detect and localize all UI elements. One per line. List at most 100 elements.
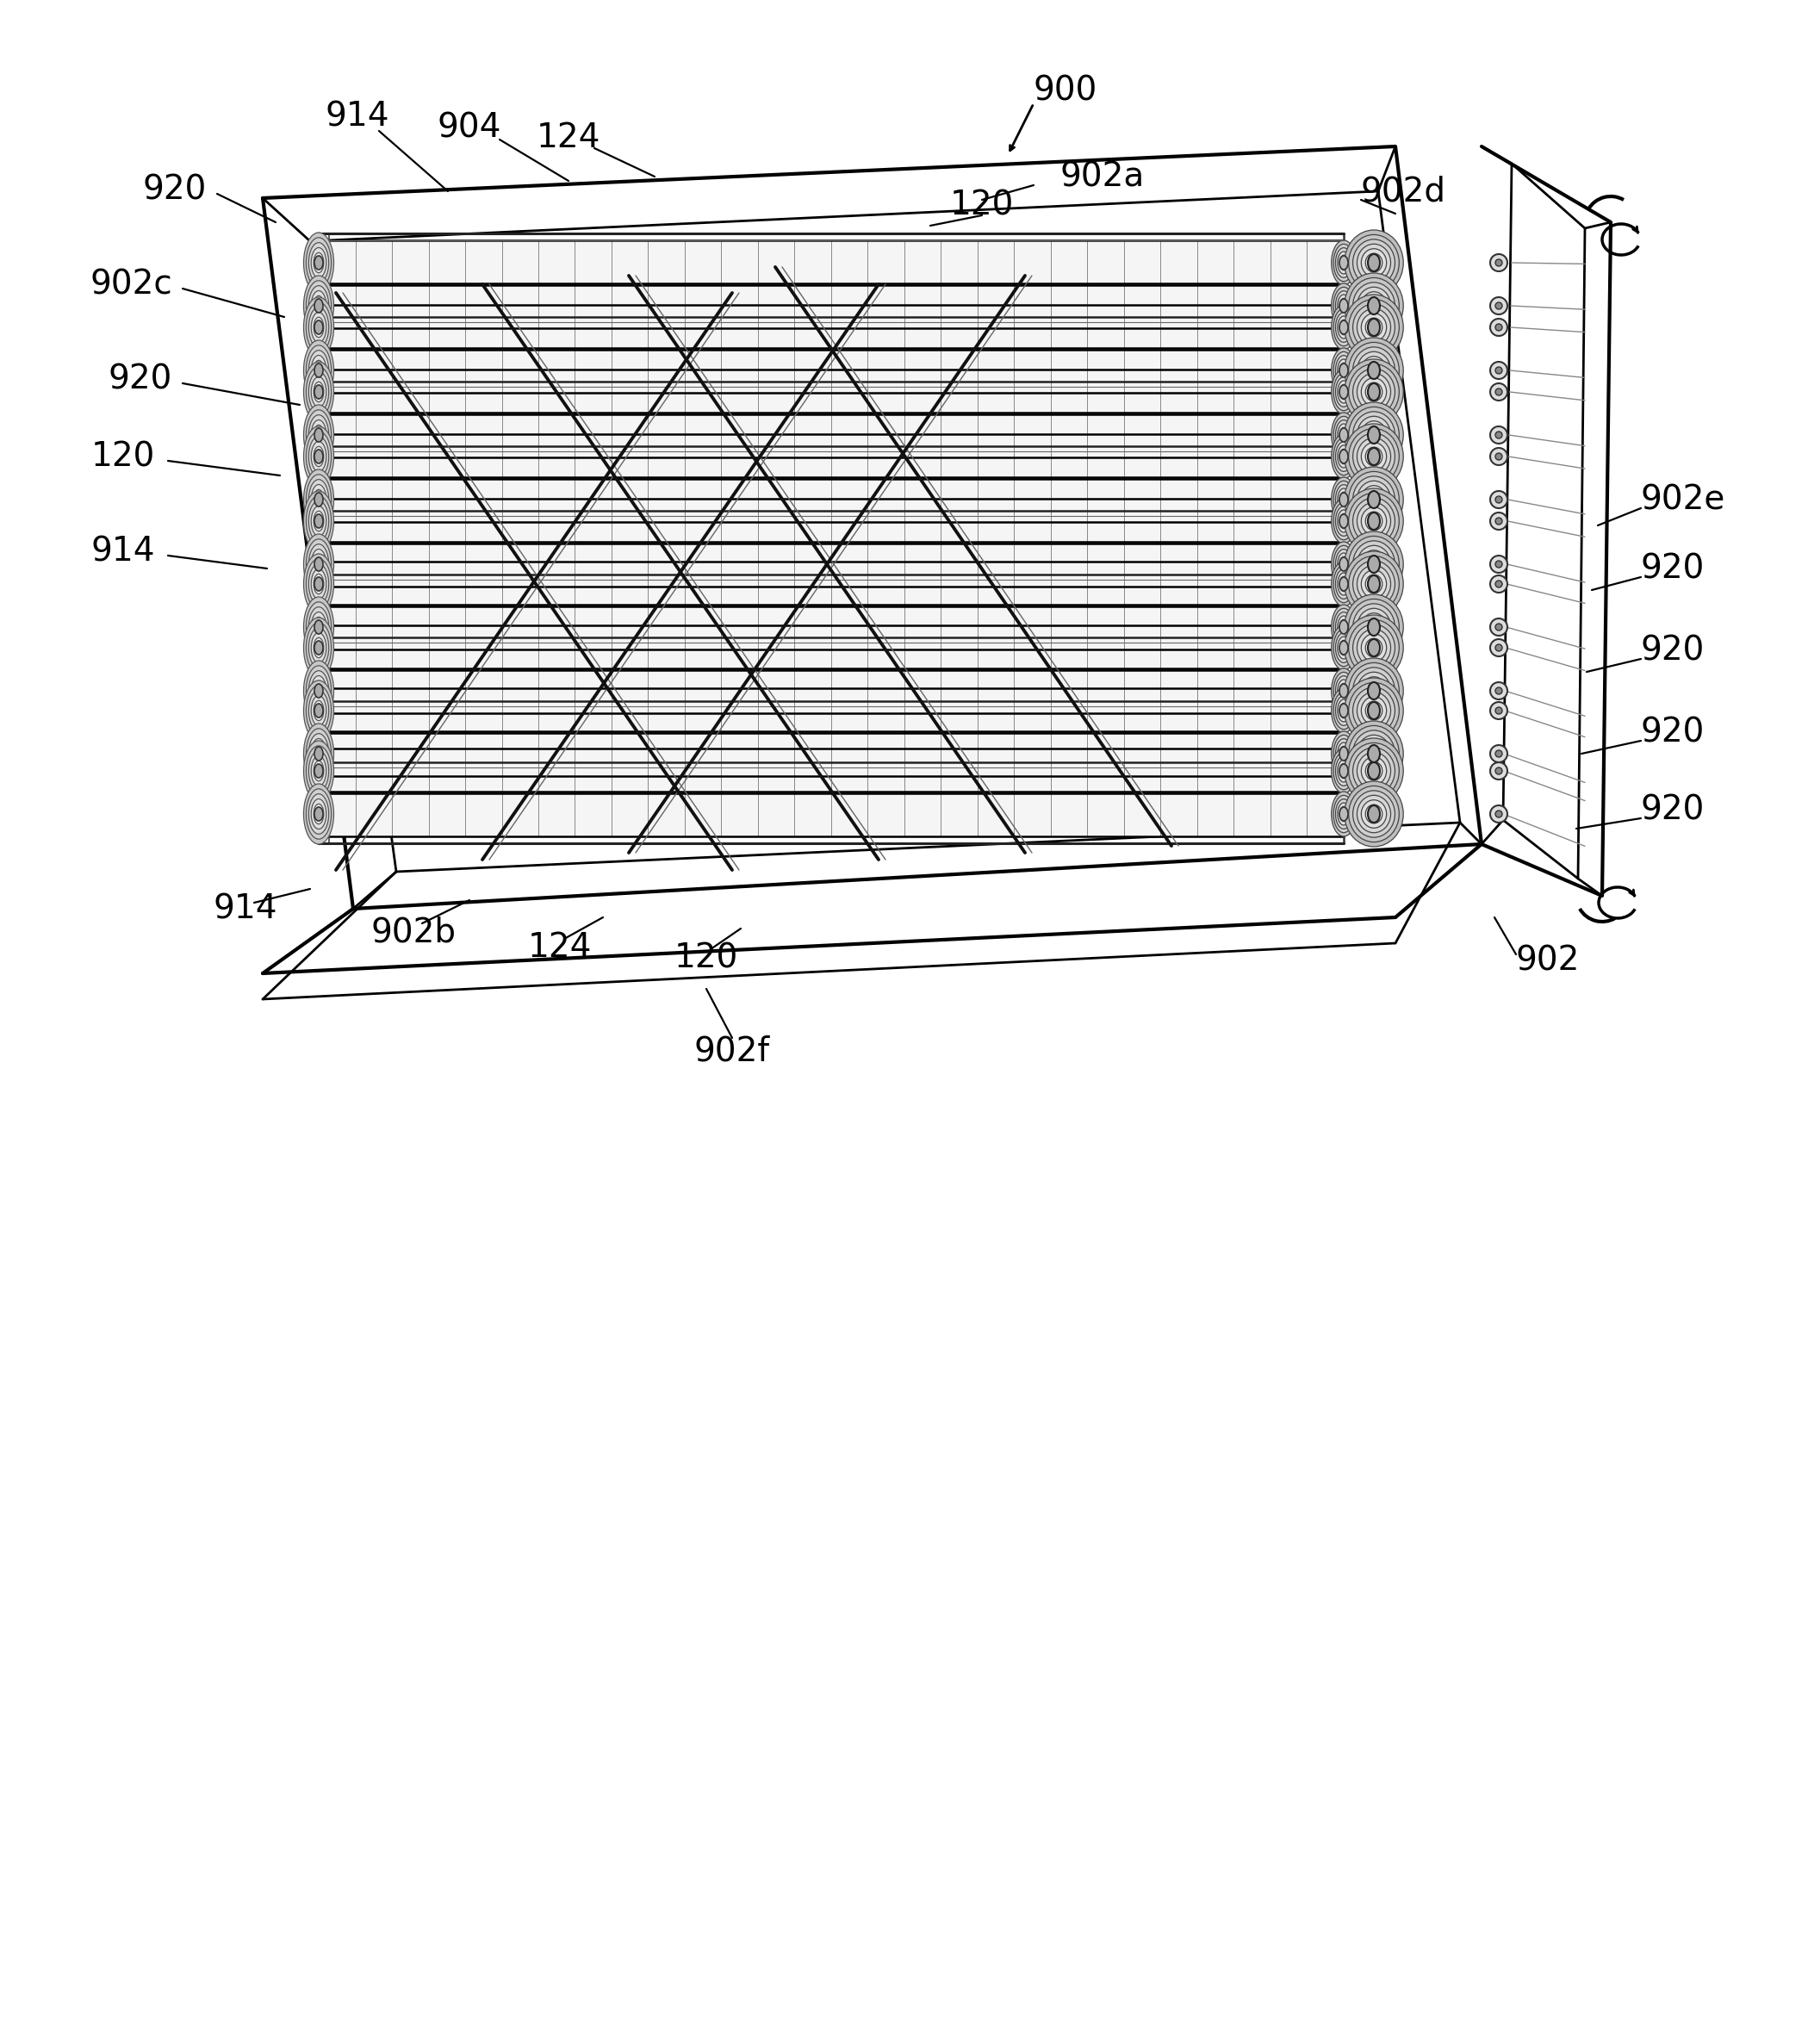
Ellipse shape [1361, 550, 1387, 578]
Ellipse shape [316, 560, 322, 568]
Ellipse shape [304, 681, 334, 740]
Ellipse shape [304, 783, 334, 844]
Ellipse shape [1490, 762, 1508, 779]
Ellipse shape [309, 670, 329, 711]
Ellipse shape [309, 625, 329, 670]
Ellipse shape [316, 578, 322, 589]
Ellipse shape [311, 507, 325, 536]
Ellipse shape [1331, 689, 1356, 734]
Ellipse shape [306, 280, 331, 331]
Ellipse shape [313, 744, 324, 764]
Ellipse shape [1340, 640, 1347, 656]
Ellipse shape [1358, 243, 1390, 282]
Ellipse shape [1345, 231, 1403, 296]
Ellipse shape [1340, 746, 1347, 760]
Ellipse shape [1370, 386, 1378, 397]
Ellipse shape [1342, 303, 1345, 309]
Ellipse shape [1495, 623, 1502, 630]
Ellipse shape [1331, 413, 1356, 458]
Ellipse shape [311, 756, 325, 787]
Ellipse shape [1340, 703, 1349, 717]
Ellipse shape [1336, 568, 1352, 599]
Ellipse shape [1338, 423, 1351, 446]
Ellipse shape [1365, 744, 1383, 762]
Ellipse shape [1340, 256, 1347, 270]
Ellipse shape [1340, 364, 1347, 378]
Ellipse shape [1490, 448, 1508, 466]
Ellipse shape [311, 376, 325, 407]
Ellipse shape [1369, 576, 1380, 593]
Ellipse shape [1349, 493, 1399, 550]
Ellipse shape [1336, 376, 1352, 407]
Ellipse shape [316, 809, 322, 820]
Ellipse shape [1349, 662, 1399, 719]
Ellipse shape [315, 515, 324, 527]
Ellipse shape [1358, 672, 1390, 709]
Ellipse shape [309, 564, 329, 605]
Ellipse shape [311, 290, 325, 321]
Ellipse shape [1490, 362, 1508, 378]
Ellipse shape [1338, 679, 1351, 701]
Ellipse shape [1370, 766, 1378, 775]
Ellipse shape [313, 554, 324, 574]
Ellipse shape [1352, 499, 1396, 544]
Ellipse shape [1345, 615, 1403, 681]
Ellipse shape [1490, 683, 1508, 699]
Ellipse shape [1370, 300, 1378, 311]
Ellipse shape [1369, 556, 1380, 572]
Ellipse shape [1352, 748, 1396, 795]
Ellipse shape [309, 433, 329, 478]
Ellipse shape [1340, 642, 1349, 654]
Ellipse shape [1334, 417, 1354, 454]
Ellipse shape [1490, 619, 1508, 636]
Ellipse shape [306, 237, 331, 288]
Ellipse shape [1361, 634, 1387, 662]
Ellipse shape [309, 605, 329, 650]
Ellipse shape [316, 705, 322, 715]
Ellipse shape [1490, 805, 1508, 822]
Ellipse shape [313, 803, 324, 824]
Ellipse shape [1331, 370, 1356, 415]
Ellipse shape [1365, 382, 1383, 401]
Ellipse shape [1495, 368, 1502, 374]
Ellipse shape [1365, 296, 1383, 315]
Ellipse shape [1340, 493, 1347, 507]
Text: 124: 124 [528, 932, 591, 965]
Ellipse shape [1361, 249, 1387, 276]
Ellipse shape [1331, 476, 1356, 521]
Polygon shape [318, 748, 1343, 793]
Ellipse shape [309, 415, 329, 456]
Ellipse shape [1352, 791, 1396, 838]
Ellipse shape [1336, 356, 1352, 386]
Ellipse shape [1345, 294, 1403, 360]
Ellipse shape [1369, 619, 1380, 636]
Ellipse shape [316, 429, 322, 439]
Ellipse shape [1352, 603, 1396, 650]
Ellipse shape [1340, 384, 1349, 399]
Ellipse shape [1358, 503, 1390, 540]
Ellipse shape [306, 558, 331, 609]
Polygon shape [318, 542, 1343, 587]
Ellipse shape [1336, 421, 1352, 450]
Ellipse shape [309, 544, 329, 585]
Ellipse shape [1340, 558, 1349, 570]
Ellipse shape [315, 256, 324, 270]
Ellipse shape [313, 760, 324, 781]
Ellipse shape [306, 366, 331, 417]
Ellipse shape [1370, 644, 1378, 652]
Ellipse shape [1345, 531, 1403, 597]
Ellipse shape [1345, 552, 1403, 617]
Ellipse shape [306, 474, 331, 525]
Ellipse shape [1365, 554, 1383, 574]
Ellipse shape [1334, 795, 1354, 832]
Ellipse shape [1349, 599, 1399, 656]
Ellipse shape [1349, 536, 1399, 593]
Ellipse shape [1334, 546, 1354, 583]
Ellipse shape [1349, 726, 1399, 781]
Ellipse shape [1331, 791, 1356, 836]
Ellipse shape [315, 746, 324, 760]
Ellipse shape [316, 687, 322, 695]
Ellipse shape [313, 638, 324, 658]
Ellipse shape [1338, 489, 1351, 511]
Ellipse shape [1340, 513, 1347, 529]
